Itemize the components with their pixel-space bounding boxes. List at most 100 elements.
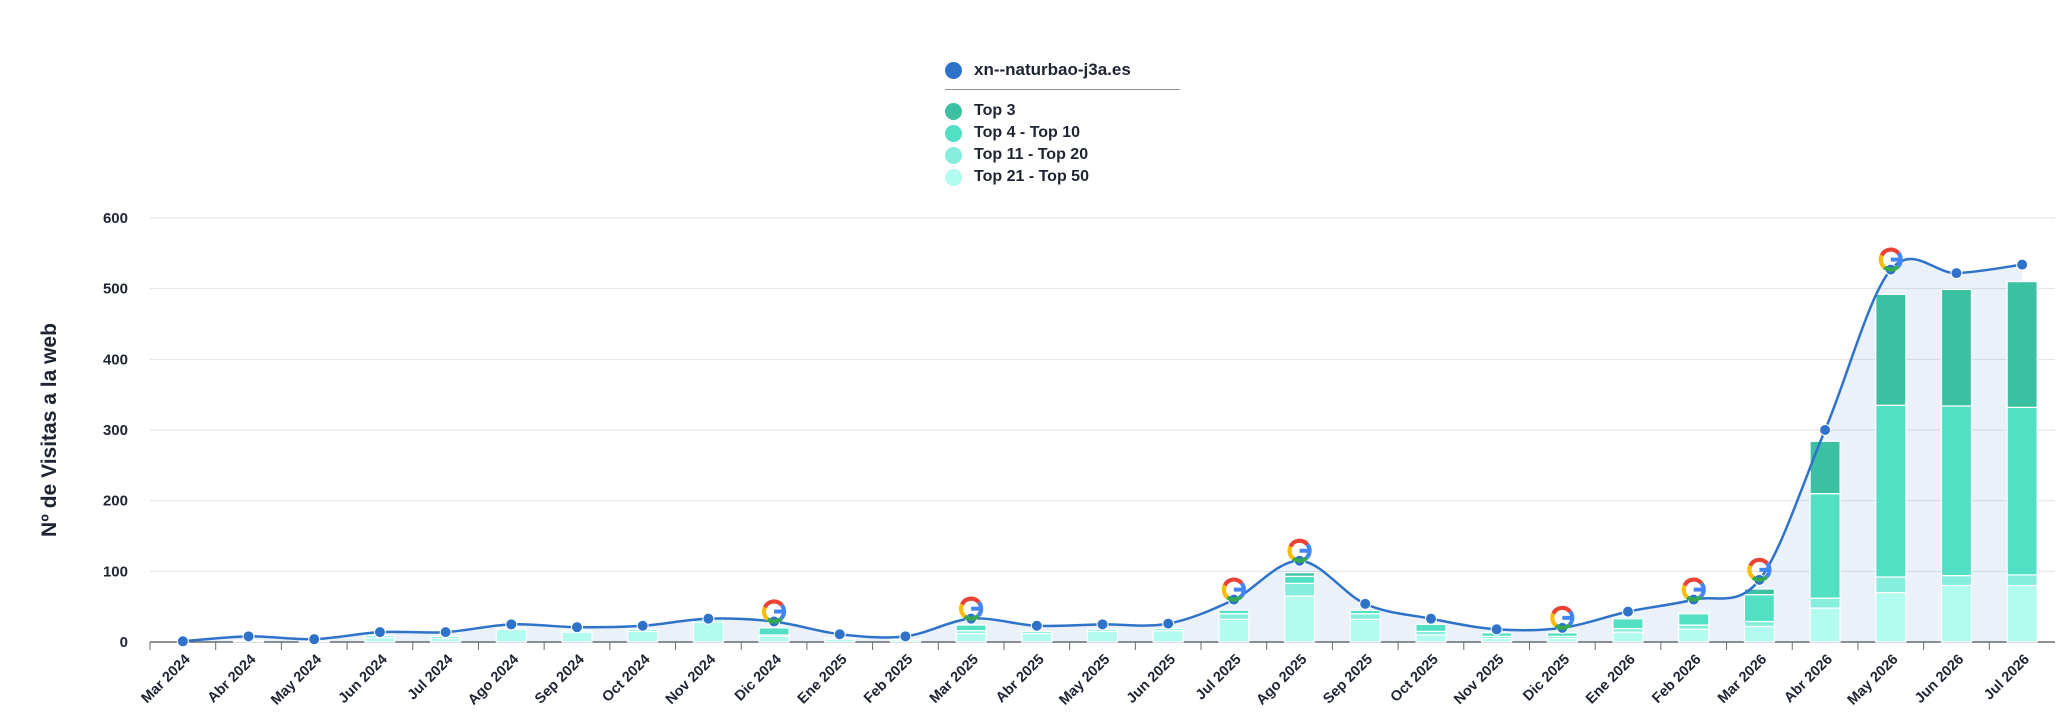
line-area (182, 258, 2023, 642)
bar-segment-0 (1218, 618, 1250, 643)
google-g-arc (1878, 254, 1886, 269)
bar-segment-0 (1875, 591, 1907, 643)
legend-label-top3: Top 3 (974, 102, 1016, 119)
line-point (1359, 597, 1372, 610)
bar-segment-2 (1678, 613, 1710, 626)
bar-segment-0 (1415, 634, 1447, 643)
bar-segment-0 (1152, 630, 1184, 643)
google-g-arc (766, 616, 783, 624)
legend-item-top11-20[interactable]: Top 11 - Top 20 (945, 144, 1180, 166)
google-g-icon (1221, 577, 1246, 602)
google-g-arc (1748, 557, 1769, 567)
x-tick-label: Feb 2026 (1649, 652, 1704, 707)
bar-segment-3 (2006, 281, 2038, 408)
bar-segment-0 (955, 632, 987, 643)
legend-item-site[interactable]: xn--naturbao-j3a.es (945, 55, 1180, 85)
google-g-arc (763, 599, 784, 609)
x-tick-label: May 2025 (1056, 652, 1113, 709)
line-series (176, 257, 2029, 648)
bar-segment-1 (1218, 613, 1250, 620)
google-g-icon (1681, 577, 1706, 602)
bar-segment-2 (2006, 406, 2038, 576)
x-tick-label: Ene 2025 (795, 652, 851, 708)
google-g-icon (959, 596, 984, 621)
bar-segment-1 (1743, 620, 1775, 628)
x-tick-label: Jul 2025 (1193, 652, 1245, 704)
line-point (1424, 612, 1437, 625)
y-tick-label: 400 (103, 351, 128, 368)
google-g-arc (1287, 545, 1295, 561)
bar-segment-0 (2006, 584, 2038, 643)
google-g-arc (761, 606, 770, 621)
google-g-icon (761, 599, 787, 624)
y-tick-label: 500 (103, 281, 128, 298)
legend-label-top21-50: Top 21 - Top 50 (974, 168, 1089, 185)
x-tick-label: Sep 2025 (1320, 652, 1376, 708)
bar-segment-0 (1678, 628, 1710, 643)
google-g-arc (1550, 612, 1558, 628)
line-point (505, 618, 518, 631)
x-tick-label: Jun 2024 (336, 652, 391, 707)
line-point (702, 612, 715, 625)
google-g-arc (1221, 584, 1229, 599)
line-point (1162, 617, 1175, 630)
legend-item-top21-50[interactable]: Top 21 - Top 50 (945, 166, 1180, 188)
line-point (1622, 605, 1635, 618)
bar-segment-0 (561, 631, 593, 643)
google-g-icon (1287, 538, 1312, 563)
x-tick-label: Jul 2026 (1981, 652, 2033, 704)
google-g-arc (1291, 556, 1309, 563)
bar-segment-1 (1678, 624, 1710, 630)
x-tick-label: May 2026 (1845, 652, 1902, 709)
x-tick-label: Oct 2025 (1388, 652, 1442, 706)
bar-segment-2 (955, 624, 987, 632)
x-tick-label: Jul 2024 (405, 652, 457, 704)
bar-segment-3 (1283, 572, 1316, 577)
google-g-icon (1747, 557, 1772, 582)
y-tick-label: 300 (103, 422, 128, 439)
google-g-arc (963, 614, 980, 621)
legend-item-top3[interactable]: Top 3 (945, 100, 1180, 122)
bar-segment-0 (692, 621, 724, 643)
legend-label-top11-20: Top 11 - Top 20 (974, 146, 1089, 163)
bar-segment-0 (1086, 630, 1119, 643)
google-g-arc (1681, 584, 1689, 599)
line-point (308, 633, 321, 646)
google-g-arc (1747, 564, 1755, 580)
x-tick-label: Sep 2024 (532, 652, 588, 708)
bar-segment-0 (1743, 625, 1775, 643)
x-tick-label: Jun 2025 (1124, 652, 1179, 707)
google-g-arc (1685, 595, 1703, 602)
x-tick-label: Mar 2026 (1715, 652, 1770, 707)
bar-segment-3 (1678, 611, 1710, 615)
bar-segment-2 (1940, 405, 1973, 577)
y-tick-label: 600 (103, 210, 128, 227)
google-g-arc (1682, 577, 1703, 587)
line-point (833, 628, 846, 641)
line-point (1096, 618, 1109, 631)
line-point (176, 635, 189, 648)
google-g-arc (960, 596, 981, 606)
bar-segment-1 (1940, 574, 1973, 587)
line-point (439, 626, 452, 639)
bar-segment-2 (1809, 493, 1841, 599)
bar-segment-2 (1283, 575, 1316, 584)
google-g-arc (1226, 595, 1243, 602)
legend-divider (945, 89, 1180, 90)
x-tick-label: Dic 2025 (1520, 652, 1573, 705)
bars (232, 281, 2038, 643)
x-tick-label: Oct 2024 (599, 652, 653, 706)
x-tick-label: May 2024 (268, 652, 325, 709)
google-g-arc (1222, 577, 1244, 587)
line-area-fill (182, 258, 2023, 642)
bar-segment-2 (758, 627, 790, 636)
series-line (182, 257, 2023, 643)
google-g-arc (1551, 605, 1572, 615)
y-tick-label: 100 (103, 563, 128, 580)
google-g-arc (1288, 538, 1309, 548)
x-tick-label: Abr 2024 (205, 652, 260, 707)
bar-segment-0 (1349, 618, 1381, 643)
legend-item-top4-10[interactable]: Top 4 - Top 10 (945, 122, 1180, 144)
legend-swatch-top3 (945, 102, 962, 120)
